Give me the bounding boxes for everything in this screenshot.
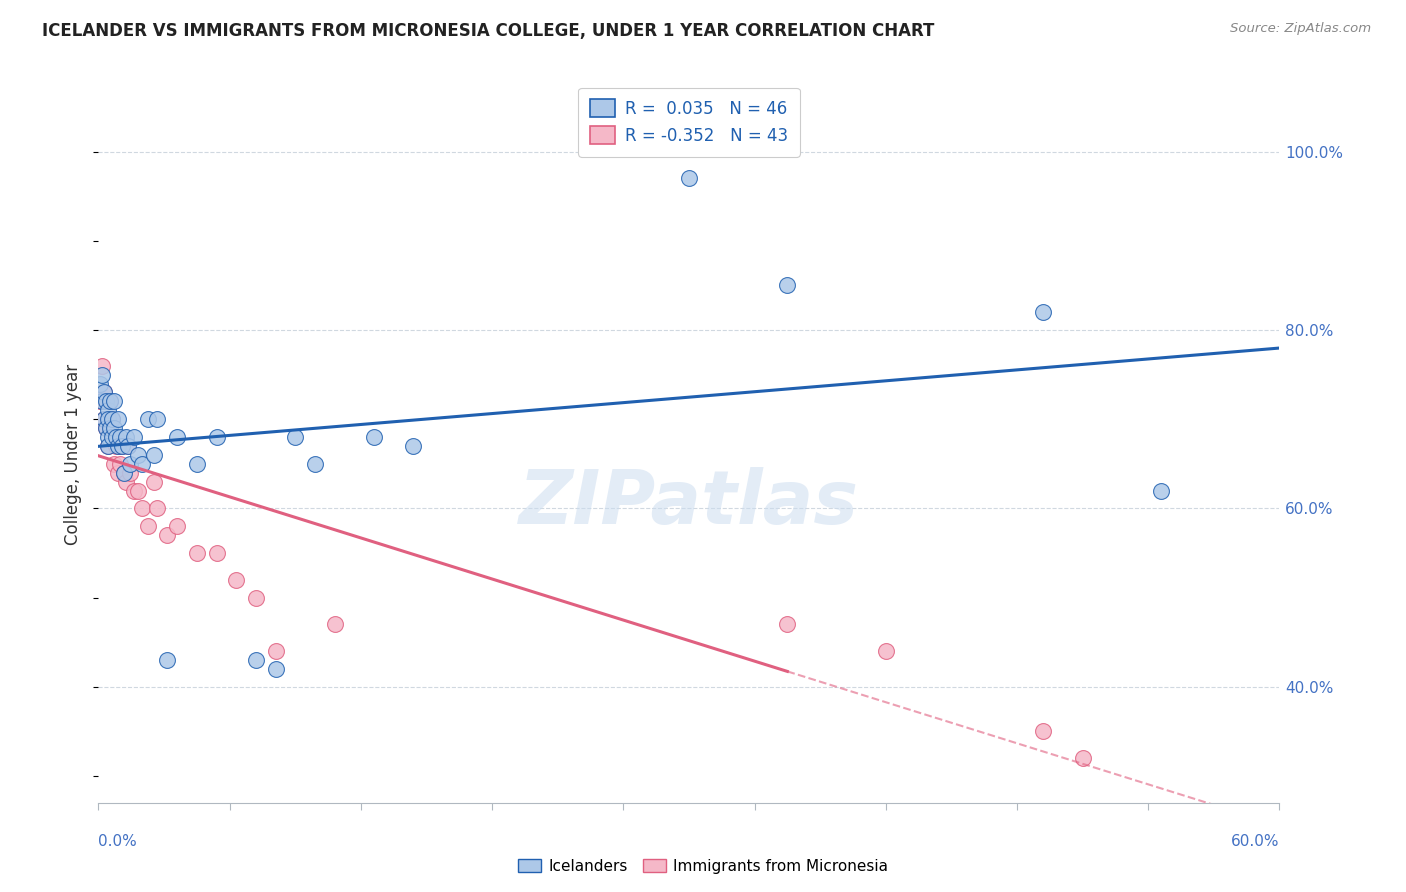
Point	[97, 439, 120, 453]
Point	[122, 430, 145, 444]
Point	[96, 394, 118, 409]
Point	[103, 421, 125, 435]
Text: ICELANDER VS IMMIGRANTS FROM MICRONESIA COLLEGE, UNDER 1 YEAR CORRELATION CHART: ICELANDER VS IMMIGRANTS FROM MICRONESIA …	[42, 22, 935, 40]
Text: 0.0%: 0.0%	[98, 834, 138, 849]
Text: Source: ZipAtlas.com: Source: ZipAtlas.com	[1230, 22, 1371, 36]
Point	[186, 546, 208, 560]
Point	[127, 483, 149, 498]
Point	[98, 394, 121, 409]
Point	[112, 466, 135, 480]
Point	[105, 439, 128, 453]
Point	[1032, 305, 1054, 319]
Point	[107, 412, 129, 426]
Point	[115, 430, 138, 444]
Point	[101, 412, 124, 426]
Point	[1071, 751, 1094, 765]
Point	[111, 439, 134, 453]
Point	[117, 439, 139, 453]
Point	[96, 421, 118, 435]
Point	[284, 430, 307, 444]
Point	[93, 412, 115, 426]
Point	[156, 528, 179, 542]
Point	[89, 376, 111, 391]
Point	[98, 421, 121, 435]
Point	[101, 430, 124, 444]
Point	[97, 439, 120, 453]
Point	[142, 475, 165, 489]
Point	[97, 430, 120, 444]
Point	[93, 412, 115, 426]
Point	[678, 171, 700, 186]
Legend: R =  0.035   N = 46, R = -0.352   N = 43: R = 0.035 N = 46, R = -0.352 N = 43	[578, 87, 800, 156]
Legend: Icelanders, Immigrants from Micronesia: Icelanders, Immigrants from Micronesia	[512, 853, 894, 880]
Point	[115, 475, 138, 489]
Point	[96, 394, 118, 409]
Point	[264, 644, 287, 658]
Point	[186, 457, 208, 471]
Point	[136, 412, 159, 426]
Point	[91, 394, 114, 409]
Point	[105, 430, 128, 444]
Point	[146, 501, 169, 516]
Point	[98, 394, 121, 409]
Text: ZIPatlas: ZIPatlas	[519, 467, 859, 541]
Point	[245, 591, 267, 605]
Point	[103, 394, 125, 409]
Point	[225, 573, 247, 587]
Point	[136, 519, 159, 533]
Point	[93, 385, 115, 400]
Point	[111, 439, 134, 453]
Point	[91, 394, 114, 409]
Point	[101, 430, 124, 444]
Point	[156, 653, 179, 667]
Point	[103, 457, 125, 471]
Point	[118, 457, 141, 471]
Point	[101, 412, 124, 426]
Point	[776, 617, 799, 632]
Point	[97, 403, 120, 417]
Point	[97, 412, 120, 426]
Point	[264, 662, 287, 676]
Point	[103, 430, 125, 444]
Point	[131, 501, 153, 516]
Point	[1032, 724, 1054, 739]
Point	[122, 483, 145, 498]
Point	[402, 439, 425, 453]
Point	[142, 448, 165, 462]
Point	[127, 448, 149, 462]
Point	[108, 457, 131, 471]
Point	[304, 457, 326, 471]
Point	[107, 439, 129, 453]
Point	[323, 617, 346, 632]
Point	[91, 368, 114, 382]
Point	[117, 439, 139, 453]
Point	[205, 546, 228, 560]
Point	[1150, 483, 1173, 498]
Point	[107, 466, 129, 480]
Point	[112, 466, 135, 480]
Point	[363, 430, 385, 444]
Point	[96, 421, 118, 435]
Point	[89, 394, 111, 409]
Point	[245, 653, 267, 667]
Point	[205, 430, 228, 444]
Point	[875, 644, 897, 658]
Point	[98, 421, 121, 435]
Point	[107, 439, 129, 453]
Point	[166, 430, 188, 444]
Point	[776, 278, 799, 293]
Point	[93, 385, 115, 400]
Text: 60.0%: 60.0%	[1232, 834, 1279, 849]
Point	[146, 412, 169, 426]
Point	[91, 359, 114, 373]
Point	[108, 430, 131, 444]
Point	[166, 519, 188, 533]
Y-axis label: College, Under 1 year: College, Under 1 year	[65, 364, 83, 546]
Point	[97, 412, 120, 426]
Point	[97, 394, 120, 409]
Point	[131, 457, 153, 471]
Point	[118, 466, 141, 480]
